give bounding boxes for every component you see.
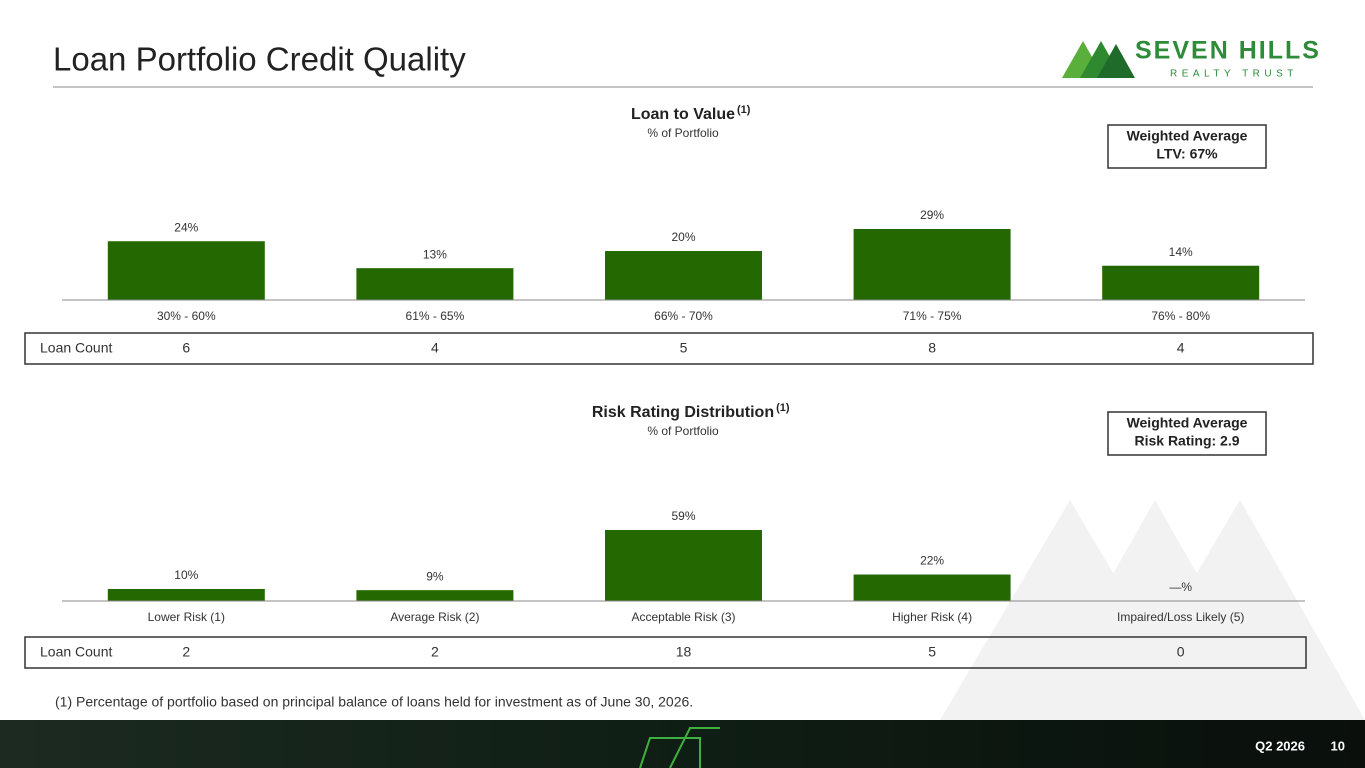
chart: Risk Rating Distribution (1) % of Portfoli…: [24, 402, 1307, 669]
value-label: 24%: [174, 220, 198, 234]
loan-count: 2: [431, 644, 439, 660]
chart-subtitle: % of Portfolio: [647, 424, 719, 438]
logo-name: SEVEN HILLS: [1135, 37, 1321, 65]
loan-count: 5: [680, 340, 688, 356]
value-label: 59%: [671, 509, 695, 523]
table-box: [24, 332, 1314, 365]
footnote: (1) Percentage of portfolio based on pri…: [55, 694, 693, 710]
annotation-text: Weighted Average: [1127, 415, 1248, 431]
hill: [1110, 500, 1365, 720]
value-label: 20%: [671, 230, 695, 244]
footer-period: Q2 2026: [1255, 738, 1305, 753]
table-label: Loan Count: [40, 644, 113, 660]
table-label: Loan Count: [40, 340, 113, 356]
value-label: 22%: [920, 554, 944, 568]
footer-page: 10: [1331, 738, 1345, 753]
bar: [853, 574, 1011, 601]
logo: SEVEN HILLS REALTY TRUST: [1062, 37, 1321, 80]
bar: [356, 590, 514, 601]
value-label: 9%: [426, 569, 444, 583]
annotation-box: [1107, 411, 1267, 456]
x-tick-label: 71% - 75%: [903, 309, 962, 323]
value-label: 29%: [920, 208, 944, 222]
bar: [605, 251, 762, 300]
background-hills: [940, 500, 1365, 720]
x-tick-label: 30% - 60%: [157, 309, 216, 323]
x-tick-label: 76% - 80%: [1151, 309, 1210, 323]
chart: Loan to Value (1) % of Portfolio Weighted A…: [24, 104, 1314, 365]
value-label: —%: [1169, 580, 1192, 594]
x-tick-label: Impaired/Loss Likely (5): [1117, 610, 1244, 624]
x-tick-label: 61% - 65%: [406, 309, 465, 323]
value-label: 13%: [423, 247, 447, 261]
annotation-text: LTV: 67%: [1156, 146, 1218, 162]
logo-tagline: REALTY TRUST: [1170, 69, 1298, 80]
bar: [356, 268, 514, 300]
annotation-text: Risk Rating: 2.9: [1134, 433, 1239, 449]
bar: [107, 241, 265, 300]
x-tick-label: Average Risk (2): [390, 610, 479, 624]
chart-subtitle: % of Portfolio: [647, 126, 719, 140]
x-tick-label: Higher Risk (4): [892, 610, 972, 624]
footer-line: [669, 727, 720, 768]
value-label: 10%: [174, 568, 198, 582]
logo-peak: [1097, 44, 1135, 78]
loan-count: 8: [928, 340, 936, 356]
loan-count: 4: [1177, 340, 1185, 356]
value-label: 14%: [1169, 245, 1193, 259]
loan-count: 0: [1177, 644, 1185, 660]
annotation-text: Weighted Average: [1127, 128, 1248, 144]
bar: [605, 530, 762, 601]
loan-count: 4: [431, 340, 439, 356]
x-tick-label: Acceptable Risk (3): [631, 610, 735, 624]
footer-decoration: [639, 727, 720, 768]
chart-title: Risk Rating Distribution: [592, 404, 774, 421]
x-tick-label: 66% - 70%: [654, 309, 713, 323]
x-tick-label: Lower Risk (1): [148, 610, 225, 624]
loan-count: 18: [676, 644, 692, 660]
loan-count: 6: [182, 340, 190, 356]
table-box: [24, 636, 1307, 669]
loan-count: 2: [182, 644, 190, 660]
bar: [107, 588, 265, 601]
chart-title: Loan to Value: [631, 106, 735, 123]
chart-title-note: (1): [776, 402, 790, 414]
slide-title: Loan Portfolio Credit Quality: [53, 41, 466, 78]
bar: [853, 229, 1011, 300]
footer-line: [639, 737, 701, 768]
annotation-box: [1107, 124, 1267, 169]
loan-count: 5: [928, 644, 936, 660]
bar: [1102, 265, 1260, 300]
chart-title-note: (1): [737, 104, 751, 116]
